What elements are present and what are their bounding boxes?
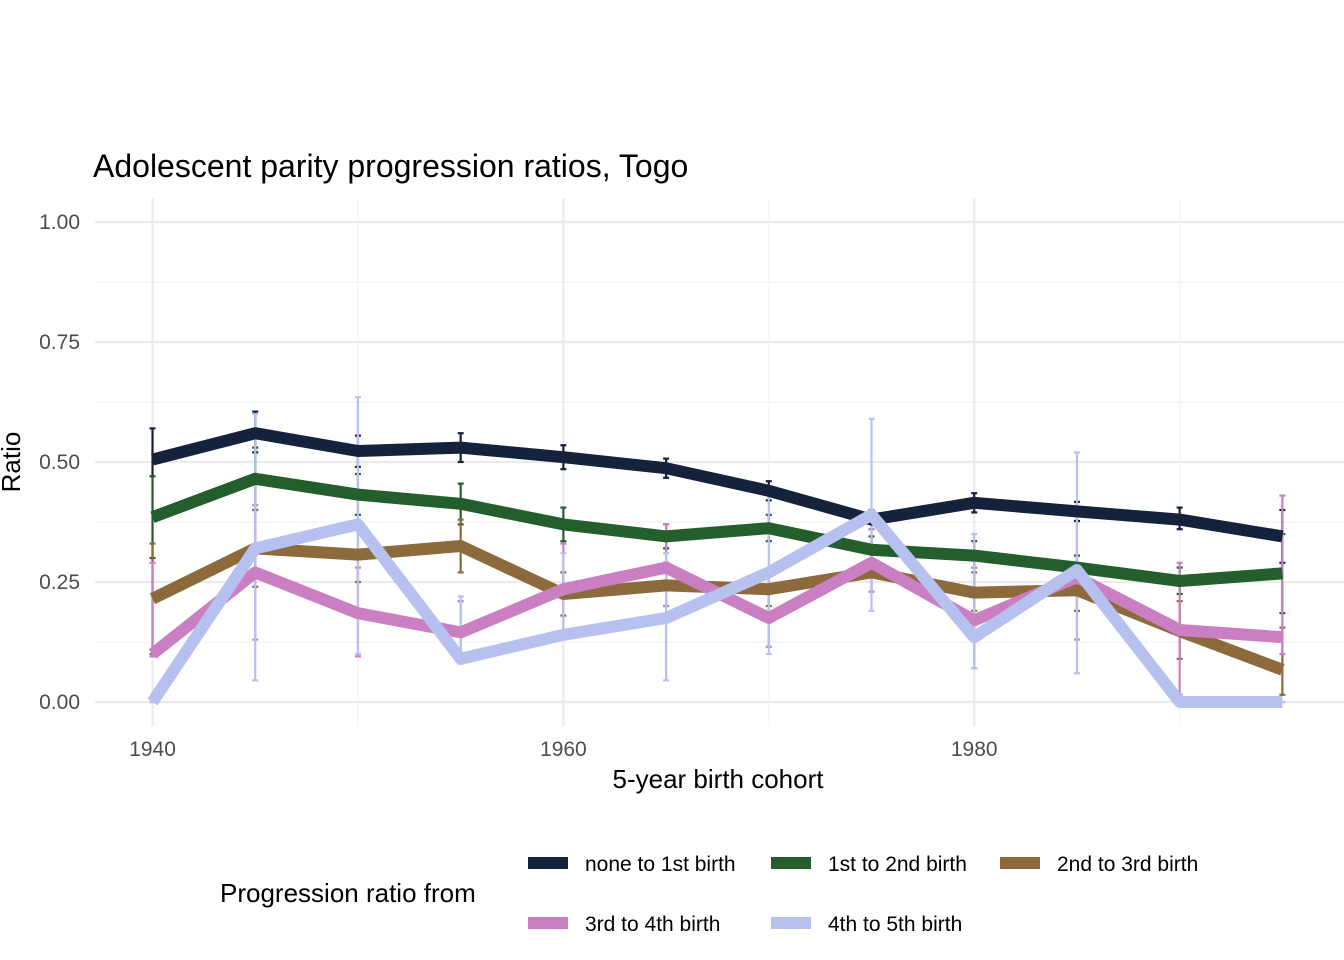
x-axis-title: 5-year birth cohort [613, 764, 825, 794]
y-tick-label: 1.00 [39, 211, 80, 234]
grid [95, 198, 1344, 726]
legend-label-none-to-1st-birth: none to 1st birth [585, 853, 736, 876]
y-tick-label: 0.00 [39, 691, 80, 714]
legend-label-2nd-to-3rd-birth: 2nd to 3rd birth [1057, 853, 1198, 876]
y-tick-label: 0.25 [39, 571, 80, 594]
y-tick-labels: 0.00 0.25 0.50 0.75 1.00 [39, 211, 80, 714]
legend-label-4th-to-5th-birth: 4th to 5th birth [828, 913, 962, 936]
legend-items: none to 1st birth 1st to 2nd birth 2nd to … [528, 853, 1198, 936]
y-tick-label: 0.75 [39, 331, 80, 354]
legend-label-1st-to-2nd-birth: 1st to 2nd birth [828, 853, 967, 876]
x-tick-labels: 1940 1960 1980 [129, 738, 997, 761]
y-axis-title: Ratio [0, 432, 26, 493]
chart-title: Adolescent parity progression ratios, To… [93, 148, 688, 184]
series-line-1st-to-2nd-birth [150, 472, 1283, 587]
legend-title: Progression ratio from [220, 878, 476, 908]
x-tick-label: 1980 [951, 738, 998, 761]
y-tick-label: 0.50 [39, 451, 80, 474]
legend: Progression ratio from none to 1st birth… [220, 853, 1198, 936]
series-line-none-to-1st-birth [151, 427, 1284, 543]
x-tick-label: 1940 [129, 738, 176, 761]
legend-label-3rd-to-4th-birth: 3rd to 4th birth [585, 913, 720, 936]
series-line-4th-to-5th-birth [147, 508, 1283, 708]
x-tick-label: 1960 [540, 738, 587, 761]
series-lines [147, 427, 1285, 708]
